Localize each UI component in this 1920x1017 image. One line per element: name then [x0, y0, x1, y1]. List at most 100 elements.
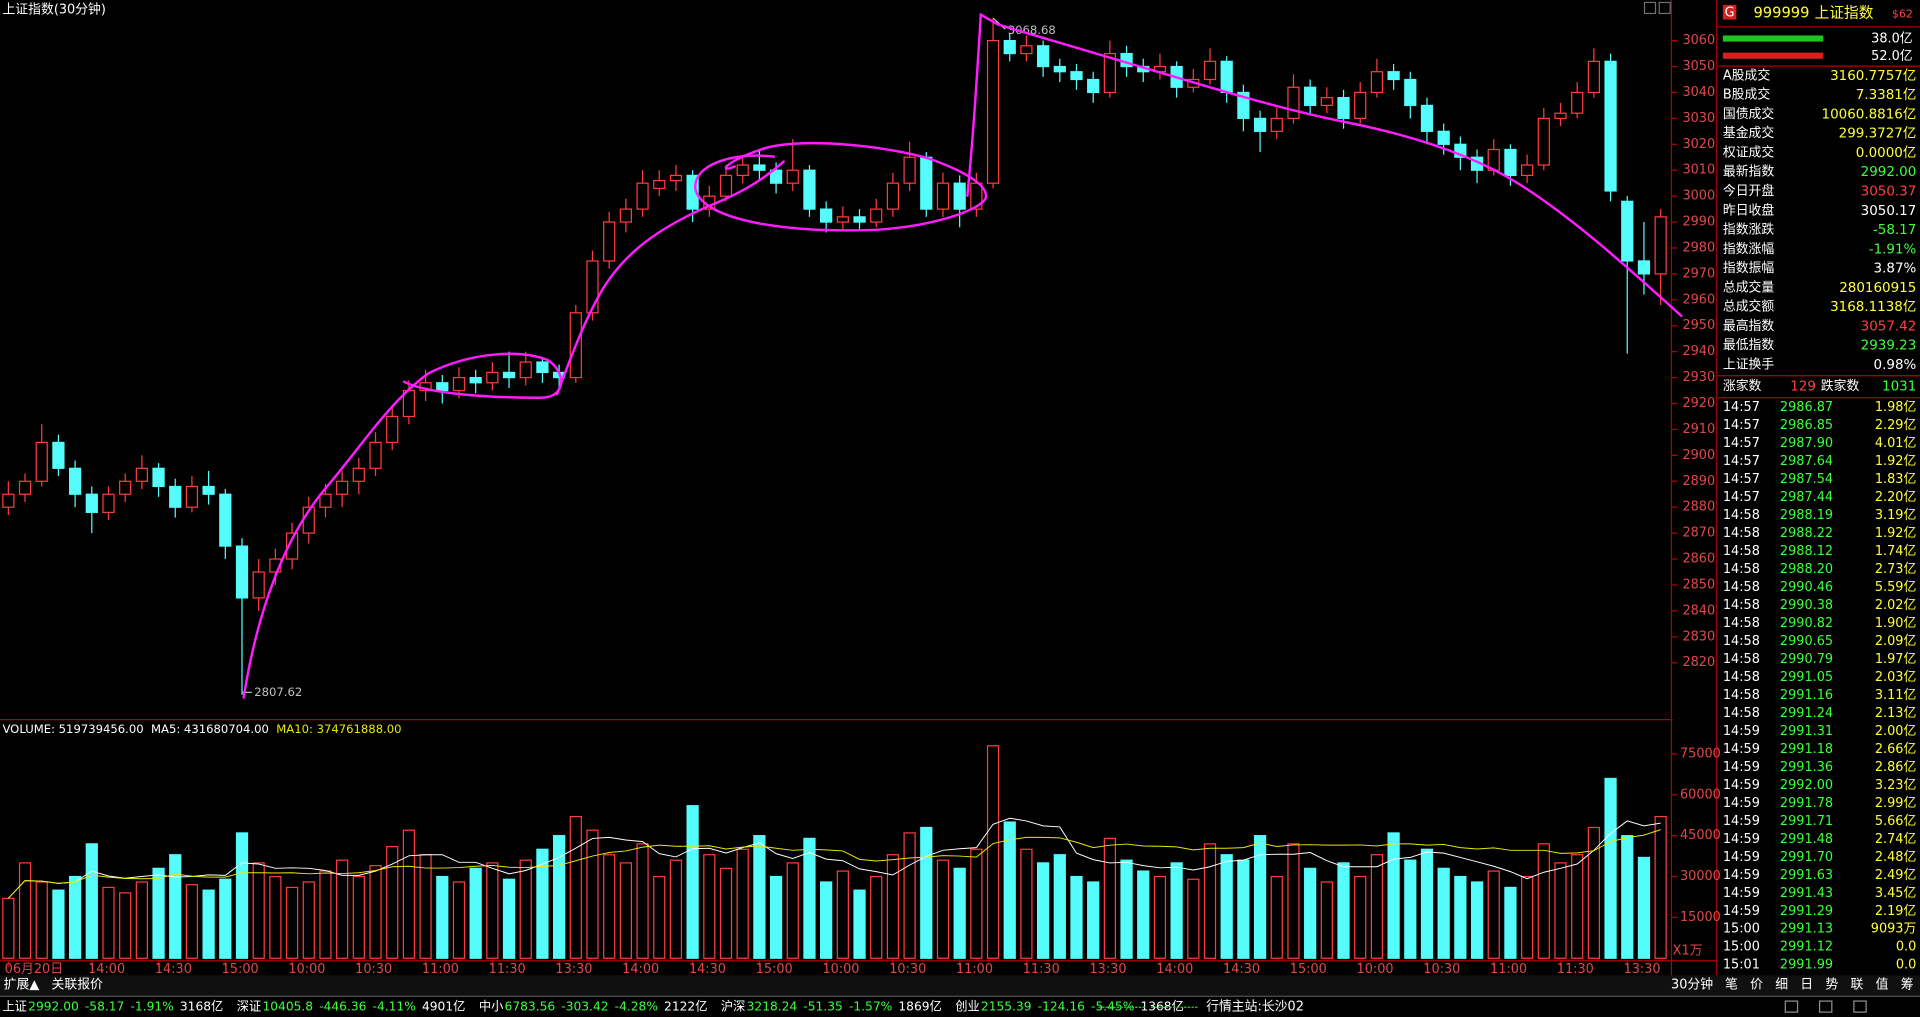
candle-body [719, 174, 733, 197]
candle-body [486, 371, 499, 384]
tick-time: 14:58 [1723, 580, 1760, 595]
status-pct: -1.57% [849, 1000, 892, 1014]
side-tab[interactable]: 细 [1775, 978, 1788, 993]
quote-value: 3160.7757亿 [1830, 68, 1916, 84]
candle-body [336, 480, 349, 495]
y-tick-label: 2880 [1682, 500, 1715, 515]
y-tick-label: 3000 [1682, 189, 1715, 204]
volume-bar [169, 854, 182, 959]
tick-amount: 2.02亿 [1875, 598, 1917, 613]
x-tick-label: 14:30 [1223, 962, 1260, 977]
low-label: 2807.62 [254, 685, 302, 699]
side-tab[interactable]: 联 [1851, 978, 1864, 993]
tick-time: 14:58 [1723, 544, 1760, 559]
side-tab[interactable]: 日 [1800, 978, 1813, 993]
badge: G [1725, 5, 1735, 20]
tick-price: 2991.71 [1780, 814, 1833, 829]
status-server: 行情主站:长沙02 [1206, 1000, 1304, 1015]
quote-label: 指数涨幅 [1723, 242, 1775, 257]
tick-time: 14:57 [1723, 472, 1760, 487]
candle-body [820, 208, 833, 223]
period-button[interactable]: 30分钟 [1671, 977, 1713, 993]
tick-time: 15:01 [1723, 958, 1760, 973]
candle-body [452, 376, 466, 392]
candle-body [603, 221, 616, 262]
tick-price: 2991.29 [1780, 904, 1833, 919]
volume-bar [52, 889, 65, 959]
status-name: 深证 [237, 1000, 261, 1014]
quote-value: 3057.42 [1861, 319, 1917, 334]
candle-body [986, 39, 1000, 184]
x-tick-label: 15:00 [222, 962, 259, 977]
volume-bar [1287, 843, 1300, 959]
volume-bar [152, 867, 165, 959]
volume-bar [235, 832, 249, 959]
window-button[interactable] [1658, 1, 1671, 15]
volume-bar [803, 837, 816, 959]
volume-bar [1487, 870, 1500, 959]
quote-label: 最高指数 [1723, 318, 1775, 334]
quote-value: -1.91% [1869, 242, 1917, 257]
candle-body [1520, 164, 1534, 177]
y-tick-label: 2850 [1682, 577, 1715, 592]
side-tab[interactable]: 笔 [1725, 977, 1738, 993]
volume-bar [1203, 843, 1217, 959]
tick-amount: 1.92亿 [1875, 454, 1917, 469]
x-tick-label: 11:30 [1023, 962, 1060, 977]
volume-tick-label: 60000 [1680, 787, 1721, 802]
tick-time: 14:58 [1723, 670, 1760, 685]
volume-bar [1520, 875, 1534, 959]
volume-bar [1637, 856, 1651, 959]
tick-time: 14:59 [1723, 760, 1760, 775]
tick-amount: 2.03亿 [1875, 670, 1917, 685]
y-tick-label: 2830 [1682, 629, 1715, 644]
candle-body [1053, 65, 1066, 73]
footer-tab[interactable]: 扩展▲ [4, 978, 40, 993]
volume-bar [736, 848, 749, 959]
y-tick-label: 2930 [1682, 370, 1715, 385]
tick-price: 2991.43 [1780, 886, 1833, 901]
x-tick-label: 15:00 [756, 962, 793, 977]
trend-stroke [242, 352, 563, 699]
side-tab[interactable]: 价 [1750, 978, 1763, 993]
volume-bar [352, 875, 365, 959]
tool-icons[interactable] [1784, 1000, 1867, 1013]
tool-icon[interactable] [1818, 1000, 1833, 1013]
tick-time: 14:58 [1723, 652, 1760, 667]
candle-body [152, 467, 165, 488]
tick-price: 2986.87 [1780, 400, 1833, 415]
candle-body [235, 545, 249, 599]
volume-bar [1036, 862, 1050, 959]
footer-tab[interactable]: 关联报价 [52, 978, 104, 993]
volume-bar [102, 886, 115, 959]
candle-body [1420, 104, 1434, 132]
tick-amount: 1.98亿 [1875, 400, 1917, 415]
side-tab[interactable]: 筹 [1901, 977, 1914, 993]
candle-body [870, 208, 883, 223]
tool-icon[interactable] [1784, 1000, 1799, 1013]
tool-icon[interactable] [1853, 1000, 1867, 1013]
tick-price: 2988.19 [1780, 508, 1833, 523]
quote-value: 2939.23 [1861, 339, 1917, 354]
candle-body [886, 182, 900, 210]
status-change: -446.36 [319, 1000, 366, 1014]
candle-body [836, 216, 849, 223]
window-button[interactable] [1643, 1, 1657, 15]
volume-bar [1537, 843, 1550, 959]
tick-time: 14:57 [1723, 454, 1760, 469]
y-tick-label: 2950 [1682, 318, 1715, 333]
candle-body [769, 169, 783, 184]
volume-bar [1053, 854, 1066, 959]
status-change: -58.17 [85, 1000, 124, 1014]
status-price: 6783.56 [505, 1000, 556, 1014]
side-tab[interactable]: 值 [1876, 977, 1889, 993]
volume-bar [903, 832, 916, 959]
volume-bar [936, 859, 950, 959]
quote-label: 最低指数 [1723, 338, 1775, 353]
tick-time: 14:59 [1723, 886, 1760, 901]
quote-label: 权证成交 [1723, 144, 1775, 160]
candle-body [1537, 117, 1550, 166]
volume-bar [1470, 881, 1484, 959]
side-tab[interactable]: 势 [1825, 977, 1838, 993]
